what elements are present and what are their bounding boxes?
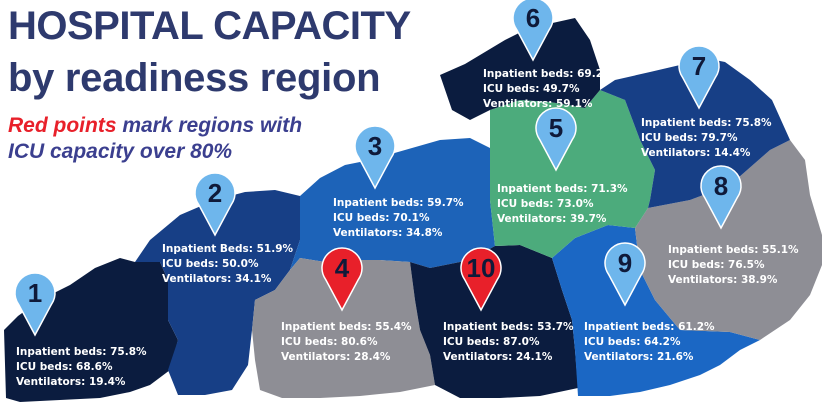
legend-note-line-2: ICU capacity over 80% [8, 140, 233, 163]
region-3-pin: 3 [354, 125, 396, 190]
region-5-stats: Inpatient beds: 71.3% ICU beds: 73.0% Vent… [497, 182, 628, 227]
region-9-number: 9 [618, 248, 632, 278]
ventilators-stat: Ventilators: 24.1% [443, 351, 553, 363]
map-pin-icon [535, 107, 577, 172]
inpatient-beds-stat: Inpatient beds: 55.1% [668, 244, 799, 256]
inpatient-beds-stat: Inpatient beds: 59.7% [333, 197, 464, 209]
inpatient-beds-stat: Inpatient beds: 53.7% [443, 321, 574, 333]
inpatient-beds-stat: Inpatient beds: 71.3% [497, 183, 628, 195]
region-4-number: 4 [335, 253, 350, 283]
map-pin-icon [14, 272, 56, 337]
page-title-line-2: by readiness region [8, 56, 381, 100]
map-pin-icon [194, 172, 236, 237]
map-pin-icon [354, 125, 396, 190]
icu-beds-stat: ICU beds: 49.7% [483, 83, 580, 95]
region-8-stats: Inpatient beds: 55.1% ICU beds: 76.5% Vent… [668, 243, 799, 288]
ventilators-stat: Ventilators: 28.4% [281, 351, 391, 363]
region-3-number: 3 [368, 131, 382, 161]
map-pin-icon [512, 0, 554, 62]
region-6-number: 6 [526, 3, 540, 33]
region-4-stats: Inpatient beds: 55.4% ICU beds: 80.6% Vent… [281, 320, 412, 365]
region-10-shape [410, 245, 578, 398]
legend-note: Red points mark regions with [8, 114, 302, 138]
region-6-shape [440, 18, 600, 120]
ventilators-stat: Ventilators: 34.1% [162, 273, 272, 285]
ventilators-stat: Ventilators: 21.6% [584, 351, 694, 363]
region-1-stats: Inpatient beds: 75.8% ICU beds: 68.6% Vent… [16, 345, 147, 390]
icu-beds-stat: ICU beds: 76.5% [668, 259, 765, 271]
legend-note-highlight: Red points [8, 114, 117, 137]
inpatient-beds-stat: Inpatient beds: 61.2% [584, 321, 715, 333]
region-5-pin: 5 [535, 107, 577, 172]
region-9-stats: Inpatient beds: 61.2% ICU beds: 64.2% Vent… [584, 320, 715, 365]
map-pin-icon [460, 247, 502, 312]
region-2-stats: Inpatient Beds: 51.9% ICU beds: 50.0% Vent… [162, 242, 293, 287]
icu-beds-stat: ICU beds: 68.6% [16, 361, 113, 373]
icu-beds-stat: ICU beds: 80.6% [281, 336, 378, 348]
region-10-number: 10 [467, 253, 496, 283]
ventilators-stat: Ventilators: 14.4% [641, 147, 751, 159]
region-5-shape [490, 90, 655, 258]
icu-beds-stat: ICU beds: 73.0% [497, 198, 594, 210]
region-1-number: 1 [28, 278, 42, 308]
region-9-shape [552, 225, 760, 396]
region-3-stats: Inpatient beds: 59.7% ICU beds: 70.1% Vent… [333, 196, 464, 241]
region-2-number: 2 [208, 178, 222, 208]
inpatient-beds-stat: Inpatient beds: 75.8% [16, 346, 147, 358]
region-3-shape [290, 138, 495, 270]
region-2-shape [135, 190, 300, 395]
region-6-pin: 6 [512, 0, 554, 62]
icu-beds-stat: ICU beds: 64.2% [584, 336, 681, 348]
ventilators-stat: Ventilators: 19.4% [16, 376, 126, 388]
region-1-pin: 1 [14, 272, 56, 337]
region-8-number: 8 [714, 171, 728, 201]
region-4-shape [252, 258, 435, 398]
legend-note-text: mark regions with [116, 114, 303, 137]
region-6-stats: Inpatient beds: 69.2% ICU beds: 49.7% Vent… [483, 67, 614, 112]
map-pin-icon [604, 242, 646, 307]
map-pin-icon [678, 45, 720, 110]
inpatient-beds-stat: Inpatient beds: 55.4% [281, 321, 412, 333]
region-10-pin: 10 [460, 247, 502, 312]
region-7-number: 7 [692, 51, 706, 81]
ventilators-stat: Ventilators: 39.7% [497, 213, 607, 225]
region-7-pin: 7 [678, 45, 720, 110]
region-8-pin: 8 [700, 165, 742, 230]
region-7-stats: Inpatient beds: 75.8% ICU beds: 79.7% Vent… [641, 116, 772, 161]
ventilators-stat: Ventilators: 59.1% [483, 98, 593, 110]
ventilators-stat: Ventilators: 38.9% [668, 274, 778, 286]
icu-beds-stat: ICU beds: 87.0% [443, 336, 540, 348]
region-8-shape [635, 140, 822, 340]
region-2-pin: 2 [194, 172, 236, 237]
inpatient-beds-stat: Inpatient beds: 69.2% [483, 68, 614, 80]
inpatient-beds-stat: Inpatient Beds: 51.9% [162, 243, 294, 255]
map-pin-icon [321, 247, 363, 312]
icu-beds-stat: ICU beds: 70.1% [333, 212, 430, 224]
region-7-shape [600, 58, 790, 208]
icu-beds-stat: ICU beds: 79.7% [641, 132, 738, 144]
region-1-shape [4, 258, 178, 402]
inpatient-beds-stat: Inpatient beds: 75.8% [641, 117, 772, 129]
map-pin-icon [700, 165, 742, 230]
page-title: HOSPITAL CAPACITY [8, 4, 411, 48]
region-10-stats: Inpatient beds: 53.7% ICU beds: 87.0% Vent… [443, 320, 574, 365]
region-4-pin: 4 [321, 247, 363, 312]
icu-beds-stat: ICU beds: 50.0% [162, 258, 259, 270]
region-5-number: 5 [549, 113, 563, 143]
region-9-pin: 9 [604, 242, 646, 307]
ventilators-stat: Ventilators: 34.8% [333, 227, 443, 239]
